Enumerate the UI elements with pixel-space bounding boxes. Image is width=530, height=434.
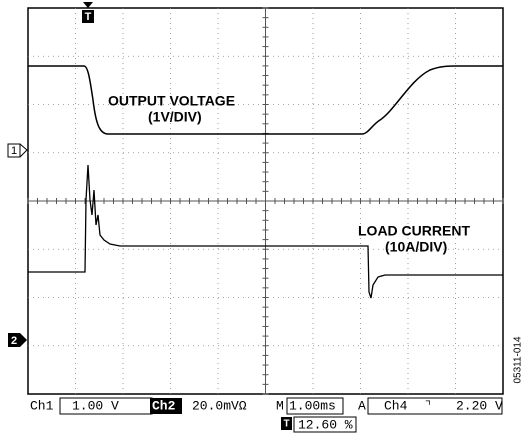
- annotation-title: LOAD CURRENT: [358, 223, 470, 239]
- trigpos-marker: T: [283, 419, 289, 430]
- time-label: M: [276, 398, 284, 413]
- time-scale: 1.00ms: [289, 398, 336, 413]
- grid: [28, 8, 503, 394]
- trigger-arrow: [83, 2, 93, 8]
- figure-id: 05311-014: [513, 336, 524, 384]
- ch1-marker: 1: [11, 145, 17, 157]
- trigger-slope: ⌝: [424, 398, 432, 413]
- trigger-box: [82, 10, 94, 23]
- voltage-trace: [28, 65, 503, 135]
- current-trace: [28, 164, 503, 299]
- annotation-scale: (1V/DIV): [148, 109, 202, 125]
- ch1-scale: 1.00 V: [72, 398, 119, 413]
- trigpos-value: 12.60 %: [298, 417, 353, 432]
- ch2-highlight: [150, 398, 182, 414]
- ch1-label: Ch1: [30, 398, 54, 413]
- ch1-marker-box: [7, 143, 21, 158]
- annotation-scale: (10A/DIV): [385, 239, 447, 255]
- ch2-marker-box: [8, 333, 27, 347]
- ch2-label: Ch2: [152, 398, 176, 413]
- trigger-label: A: [358, 398, 366, 413]
- time-box: [286, 397, 344, 415]
- trigger-box: [367, 397, 503, 415]
- ch1-arrow: [19, 143, 28, 158]
- trigpos-value-box: [293, 416, 357, 433]
- trigpos-box: [281, 417, 292, 430]
- trigger-marker: T: [85, 11, 92, 23]
- annotation-title: OUTPUT VOLTAGE: [108, 93, 235, 109]
- trigger-channel: Ch4: [384, 398, 408, 413]
- axis-ticks: [27, 7, 504, 395]
- ch2-marker: 2: [11, 335, 17, 347]
- ch2-scale: 20.0mVΩ: [192, 398, 247, 413]
- trigger-level: 2.20 V: [456, 398, 503, 413]
